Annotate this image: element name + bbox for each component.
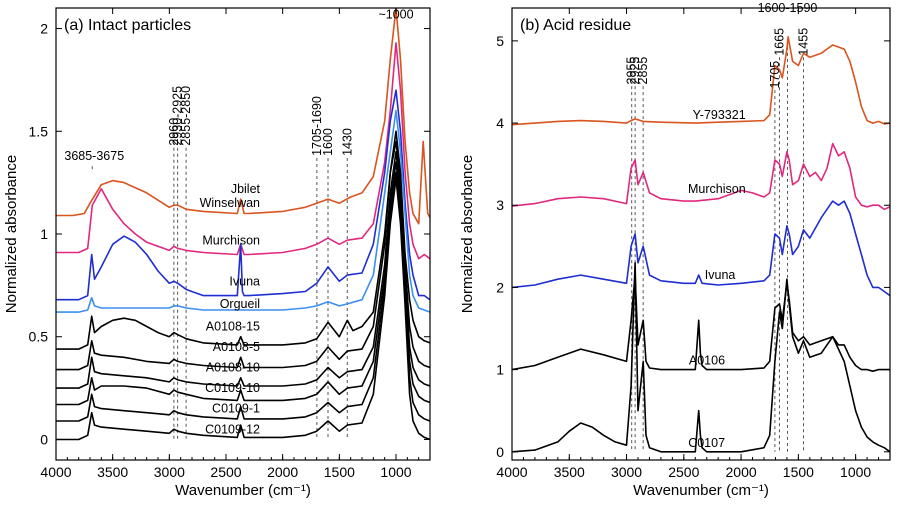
series-label: A0106: [689, 354, 725, 368]
y-tick-label: 0: [496, 444, 504, 460]
x-axis-title: Wavenumber (cm⁻¹): [633, 482, 769, 499]
series-line-y-793321: [512, 36, 890, 126]
y-tick-label: 1: [40, 226, 48, 242]
band-label: 1665: [772, 28, 786, 56]
y-tick-label: 2: [40, 21, 48, 37]
band-label: 1455: [797, 28, 811, 56]
panel-title: (a) Intact particles: [64, 17, 191, 34]
y-tick-label: 0.5: [29, 329, 49, 345]
panel-title: (b) Acid residue: [520, 17, 631, 34]
x-tick-label: 2500: [668, 464, 699, 480]
series-label: Y-793321: [693, 108, 746, 122]
series-line-murchison: [512, 142, 890, 211]
x-axis-title: Wavenumber (cm⁻¹): [175, 482, 311, 499]
x-tick-label: 3500: [554, 464, 585, 480]
x-tick-label: 1500: [324, 464, 355, 480]
band-label: 1705: [768, 61, 782, 89]
x-tick-label: 4000: [40, 464, 71, 480]
y-axis-title: Normalized absorbance: [459, 155, 476, 313]
series-label: C0109-1: [212, 402, 260, 416]
series-line-c0109-12: [56, 177, 430, 441]
y-tick-label: 2: [496, 279, 504, 295]
band-label: 2855: [636, 57, 650, 85]
series-label: Ivuna: [229, 274, 260, 288]
band-label: 2955: [625, 57, 639, 85]
series-line-murchison: [56, 42, 430, 260]
band-label: ~1000: [378, 7, 413, 21]
series-label: Jbilet: [231, 182, 261, 196]
series-label: A0108-5: [213, 340, 260, 354]
y-tick-label: 3: [496, 197, 504, 213]
x-tick-label: 3000: [611, 464, 642, 480]
x-tick-label: 2500: [210, 464, 241, 480]
series-label: Orgueil: [220, 297, 260, 311]
series-label: C0107: [688, 436, 725, 450]
series-label: Ivuna: [705, 268, 736, 282]
band-label: 2925: [628, 57, 642, 85]
band-label: 2930-2925: [171, 86, 185, 146]
band-label: 3685-3675: [64, 149, 124, 163]
y-tick-label: 5: [496, 33, 504, 49]
series-line-c0107: [512, 262, 890, 453]
series-label: A0108-10: [206, 361, 260, 375]
x-tick-label: 3000: [154, 464, 185, 480]
panel-a-intact-particles: 4000 3500 3000 2500 2000 1500 1000 0 0.5 1 1.5 2 Wav…: [3, 7, 431, 499]
series-label: Winselwan: [200, 196, 260, 210]
x-tick-label: 2000: [726, 464, 757, 480]
panel-b-acid-residue: 4000 3500 3000 2500 2000 1500 1000 0 1 2 3 4 5 Wavenu…: [459, 1, 891, 499]
series-line-ivuna: [56, 89, 430, 301]
series-label: C0109-10: [205, 381, 260, 395]
x-tick-label: 4000: [496, 464, 527, 480]
band-label: 2855-2850: [179, 86, 193, 146]
y-tick-label: 0: [40, 431, 48, 447]
x-tick-label: 2000: [267, 464, 298, 480]
x-tick-label: 1000: [840, 464, 871, 480]
y-tick-label: 1.5: [29, 123, 49, 139]
x-tick-label: 3500: [97, 464, 128, 480]
y-axis-title: Normalized absorbance: [3, 155, 20, 313]
series-label: Murchison: [202, 233, 260, 247]
series-label: C0109-12: [205, 422, 260, 436]
y-tick-label: 4: [496, 115, 504, 131]
series-label: A0108-15: [206, 320, 260, 334]
band-label: 1600: [321, 128, 335, 156]
series-line-orgueil: [56, 109, 430, 313]
band-label: 2960: [167, 118, 181, 146]
series-line-jbilet-winselwan: [56, 8, 430, 225]
x-tick-label: 1000: [380, 464, 411, 480]
series-line-a0108-15: [56, 130, 430, 350]
series-label: Murchison: [688, 182, 746, 196]
band-label: 1430: [340, 128, 354, 156]
band-label: 1600-1590: [758, 1, 818, 15]
series-line-ivuna: [512, 200, 890, 297]
x-tick-label: 1500: [783, 464, 814, 480]
y-tick-label: 1: [496, 362, 504, 378]
band-label: 1705-1690: [310, 96, 324, 156]
plot-frame: [511, 7, 891, 461]
